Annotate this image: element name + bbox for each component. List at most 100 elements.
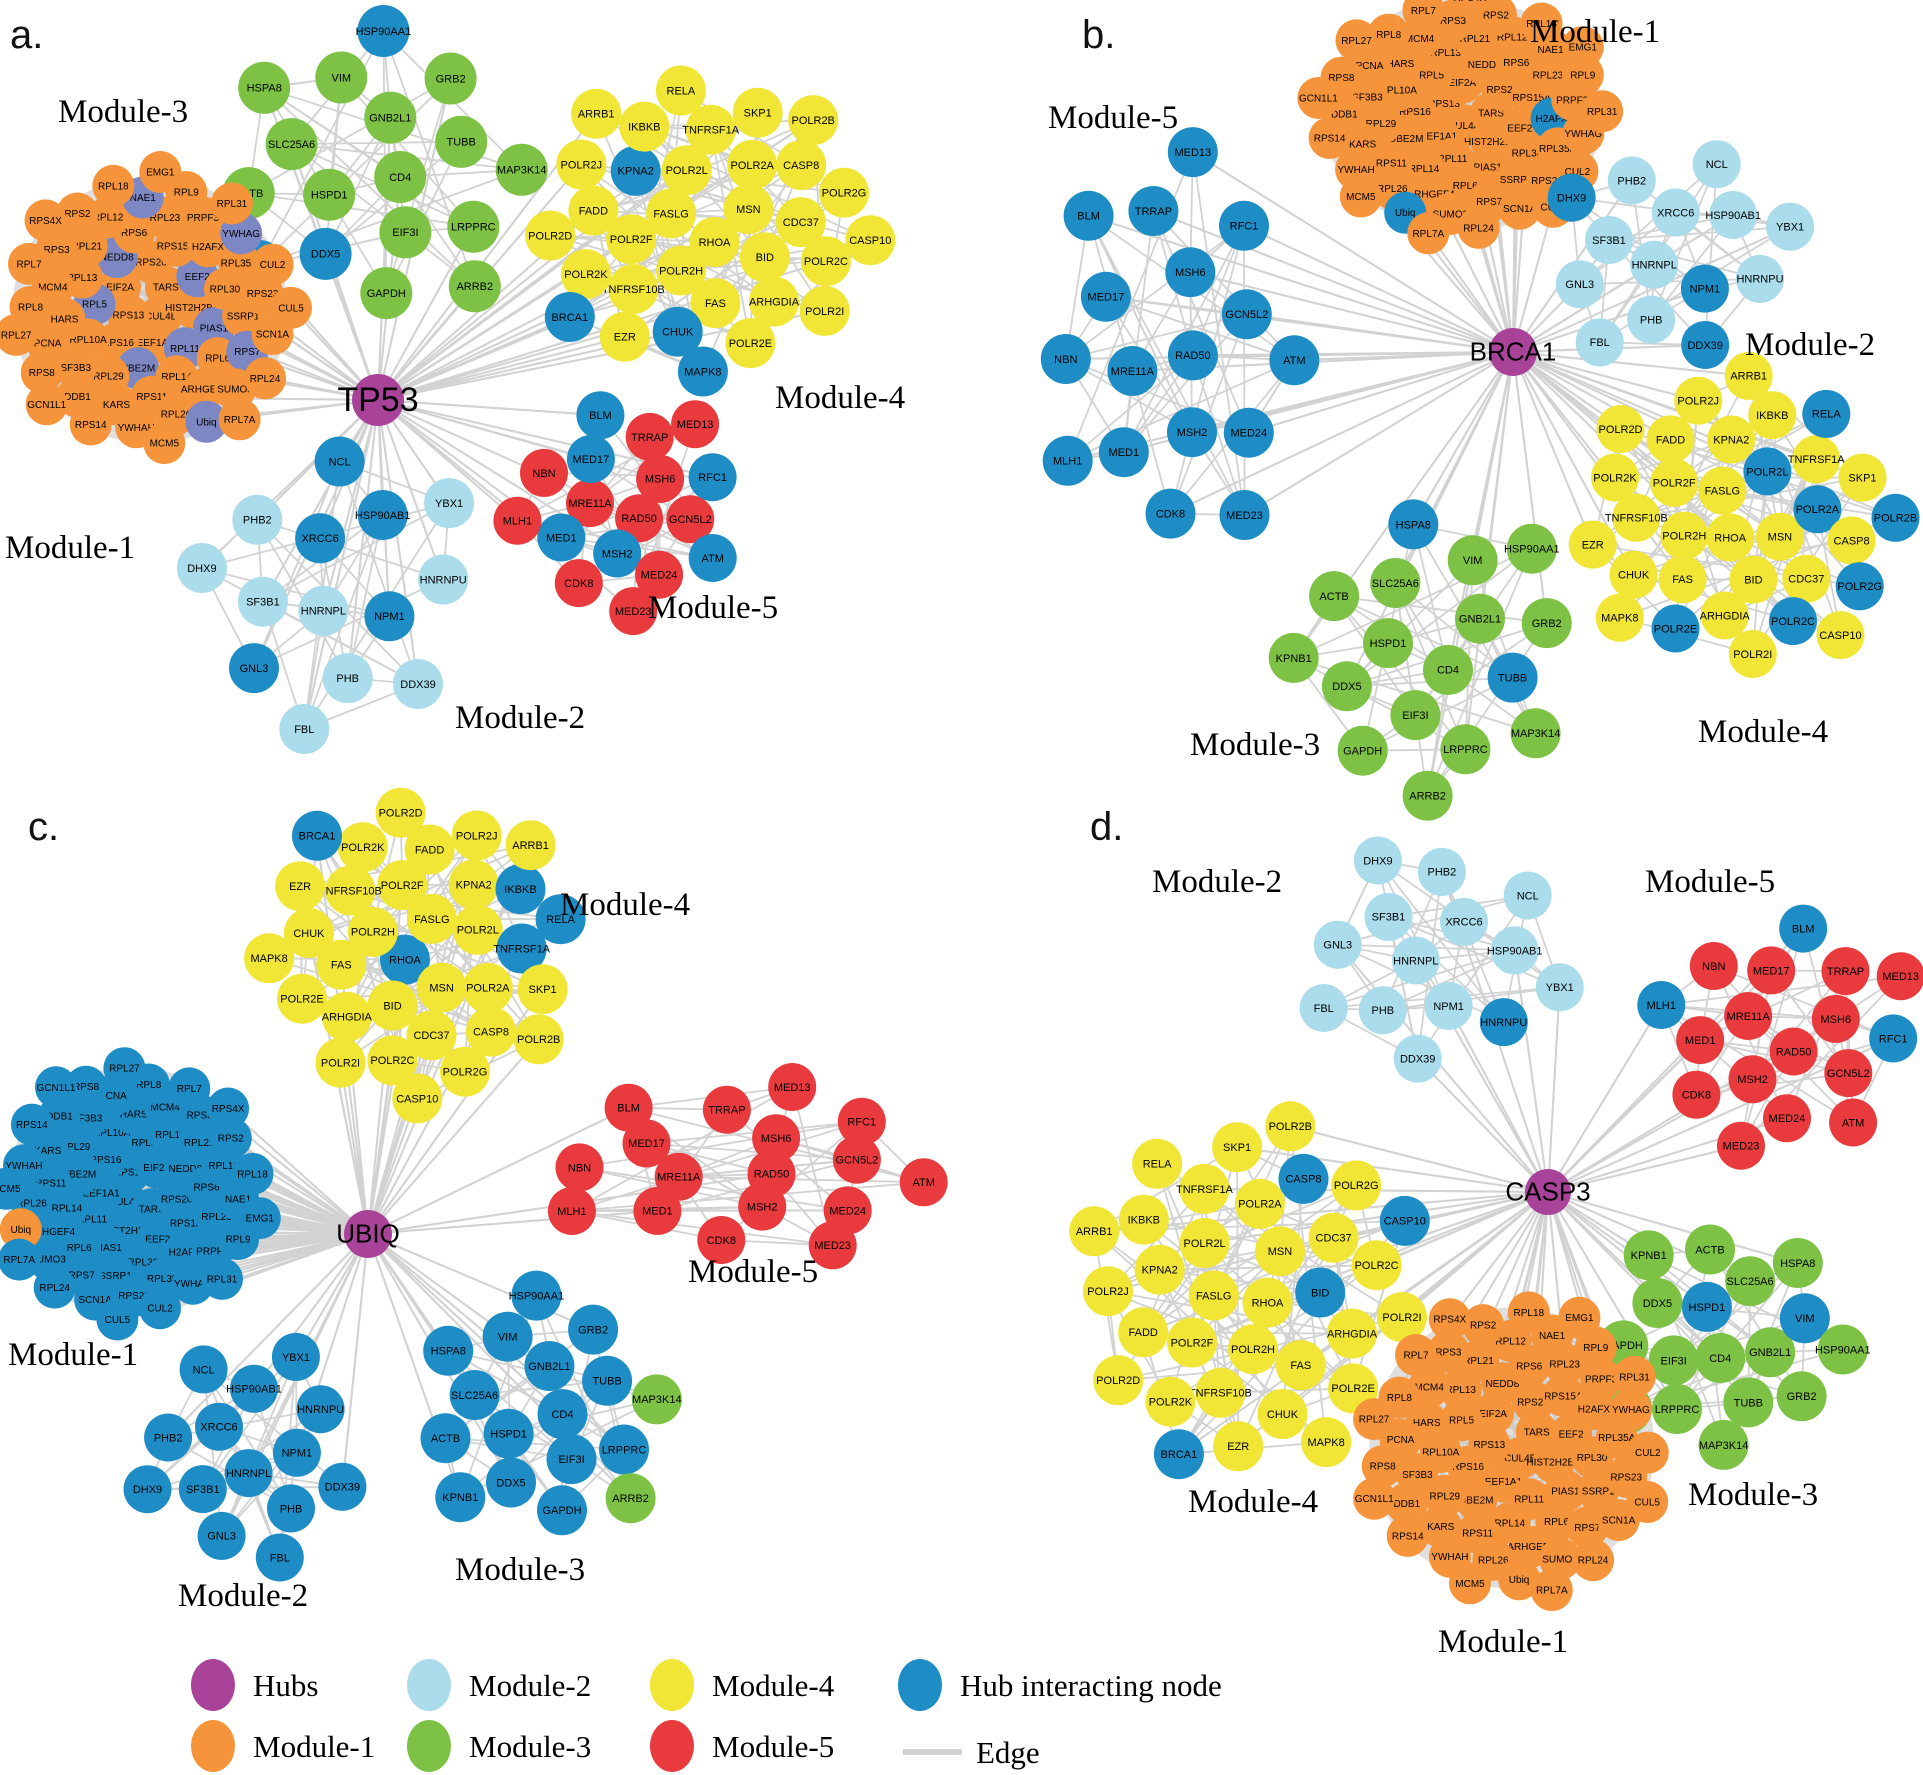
node-DHX9 bbox=[1353, 836, 1402, 885]
node-CUL5 bbox=[96, 1298, 139, 1341]
node-CUL5 bbox=[1626, 1481, 1669, 1523]
node-RELA bbox=[1802, 389, 1851, 438]
node-MSH6 bbox=[636, 454, 685, 503]
node-GRB2 bbox=[568, 1304, 619, 1355]
edge bbox=[447, 1350, 573, 1460]
edge bbox=[346, 399, 380, 679]
node-RPL7A bbox=[218, 398, 261, 441]
node-TNFRSF10B bbox=[1195, 1367, 1246, 1418]
node-RPL24 bbox=[1572, 1539, 1615, 1582]
node-BLM bbox=[604, 1083, 653, 1132]
edge bbox=[377, 398, 601, 417]
edge bbox=[634, 170, 679, 332]
node-DDX5 bbox=[486, 1457, 536, 1508]
node-KPNB1 bbox=[435, 1472, 486, 1523]
node-RPL7 bbox=[1395, 1334, 1437, 1376]
node-POLR2B bbox=[1871, 493, 1920, 542]
node-FAS bbox=[1658, 555, 1707, 604]
node-ACTB bbox=[420, 1413, 471, 1464]
edge bbox=[1571, 196, 1706, 290]
node-GAPDH bbox=[360, 267, 413, 320]
edge bbox=[366, 1034, 433, 1235]
edge bbox=[248, 192, 474, 228]
node-CDK8 bbox=[554, 559, 603, 608]
node-CASP10 bbox=[845, 215, 896, 266]
node-HSP90AB1 bbox=[230, 1364, 278, 1413]
node-XRCC6 bbox=[195, 1402, 243, 1451]
node-POLR2J bbox=[556, 139, 607, 190]
node-ATM bbox=[1829, 1098, 1878, 1147]
node-CASP10 bbox=[1379, 1195, 1430, 1246]
module-label-d-module-3: Module-3 bbox=[1688, 1477, 1818, 1513]
node-CDK8 bbox=[697, 1216, 746, 1264]
edge bbox=[1511, 206, 1555, 353]
node-FADD bbox=[1118, 1307, 1169, 1358]
node-POLR2H bbox=[1660, 511, 1709, 560]
edge bbox=[1387, 916, 1505, 1023]
node-Ubiq bbox=[1498, 1558, 1541, 1601]
node-PHB bbox=[267, 1484, 315, 1533]
node-NCL bbox=[314, 436, 365, 487]
edge bbox=[1294, 350, 1514, 362]
node-SF3B1 bbox=[1585, 216, 1633, 264]
node-POLR2F bbox=[1650, 458, 1699, 507]
node-CD4 bbox=[1423, 644, 1473, 695]
legend-label-module2: Module-2 bbox=[469, 1668, 591, 1703]
module-label-c-module-3: Module-3 bbox=[455, 1552, 585, 1588]
node-MED24 bbox=[635, 550, 684, 599]
node-RELA bbox=[655, 65, 706, 116]
node-MSH2 bbox=[1728, 1055, 1777, 1104]
legend-label-module3: Module-3 bbox=[469, 1729, 591, 1764]
node-NPM1 bbox=[1424, 981, 1473, 1030]
node-RPS2 bbox=[1462, 1304, 1505, 1347]
edge bbox=[1512, 225, 1791, 353]
node-TUBB bbox=[1723, 1377, 1774, 1428]
node-BID bbox=[367, 980, 418, 1031]
node-TNFRSF1A bbox=[1179, 1163, 1230, 1214]
node-RPL8 bbox=[1367, 13, 1410, 56]
node-BRCA1 bbox=[544, 292, 595, 342]
node-GNL3 bbox=[1555, 260, 1604, 309]
node-POLR2D bbox=[1596, 405, 1645, 453]
edge bbox=[579, 1166, 848, 1212]
node-DHX9 bbox=[1547, 173, 1596, 222]
node-MAP3K14 bbox=[495, 143, 548, 196]
node-UBE2M bbox=[1455, 1478, 1498, 1521]
node-FAS bbox=[690, 278, 741, 329]
node-MED13 bbox=[768, 1063, 817, 1111]
node-EZR bbox=[1568, 520, 1617, 569]
node-VIM bbox=[482, 1311, 533, 1362]
node-POLR2F bbox=[1167, 1317, 1217, 1368]
node-POLR2D bbox=[525, 210, 576, 261]
node-POLR2D bbox=[375, 787, 426, 838]
node-KPNB1 bbox=[1268, 632, 1319, 683]
node-POLR2H bbox=[1228, 1324, 1278, 1375]
node-CASP8 bbox=[776, 140, 827, 190]
node-NBN bbox=[1689, 942, 1738, 990]
edge bbox=[1709, 1249, 1803, 1397]
node-POLR2A bbox=[1793, 485, 1842, 534]
node-VIM bbox=[1447, 535, 1498, 586]
labels-layer: Module-1 Module-5 Module-2 Module-4 Module-3… bbox=[1048, 13, 1875, 763]
panel-letter-d: d. bbox=[1090, 805, 1123, 849]
node-MED24 bbox=[1223, 407, 1274, 458]
node-FASLG bbox=[1698, 466, 1747, 515]
hub-node-BRCA1 bbox=[1489, 328, 1537, 376]
panel-letter-b: b. bbox=[1082, 13, 1115, 57]
node-POLR2G bbox=[1835, 562, 1884, 611]
edge bbox=[1447, 1005, 1549, 1193]
node-POLR2I bbox=[1728, 630, 1777, 678]
edge bbox=[1673, 1262, 1799, 1362]
edge bbox=[444, 1328, 594, 1439]
node-TRRAP bbox=[1128, 186, 1179, 236]
node-NPM1 bbox=[272, 1428, 321, 1477]
node-HSPA8 bbox=[1388, 499, 1439, 550]
node-SKP1 bbox=[1838, 453, 1887, 502]
edge bbox=[377, 316, 571, 401]
edge bbox=[1333, 595, 1467, 750]
node-ATM bbox=[688, 534, 737, 582]
edge bbox=[1699, 970, 1846, 1041]
node-POLR2I bbox=[315, 1037, 366, 1088]
node-HSP90AA1 bbox=[1506, 523, 1557, 574]
node-POLR2B bbox=[788, 95, 839, 146]
